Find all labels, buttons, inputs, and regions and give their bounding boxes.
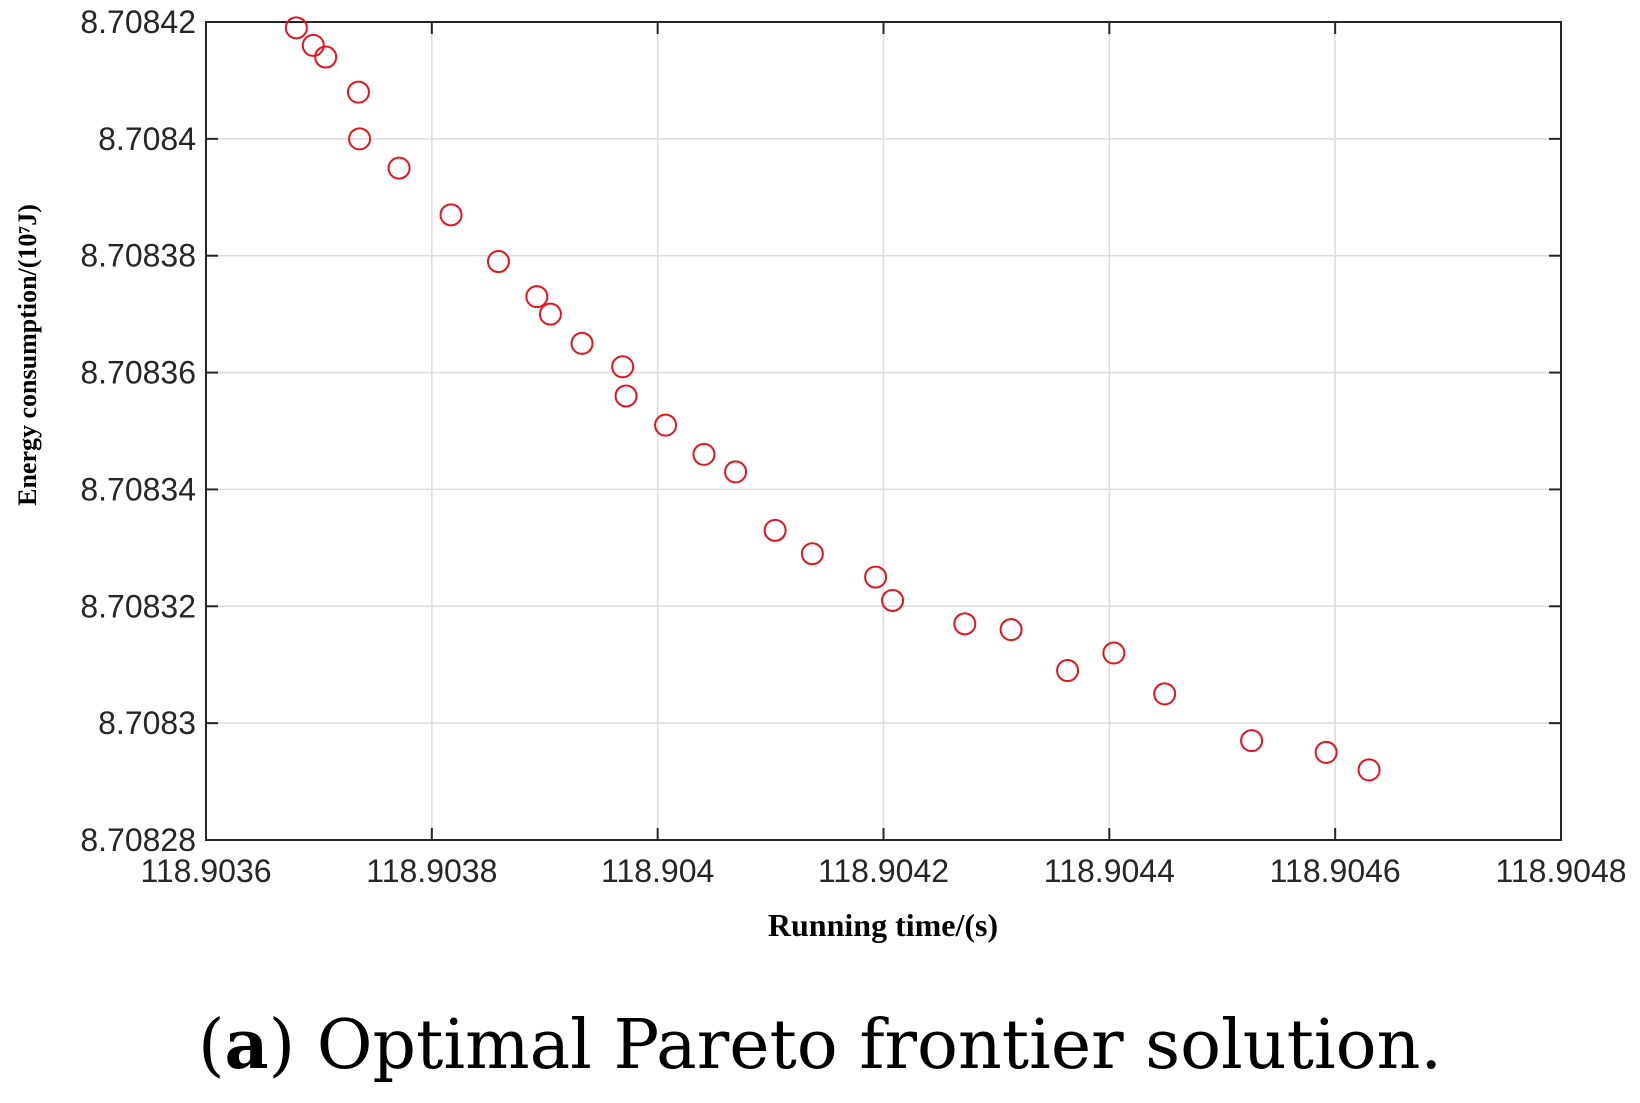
x-tick-label: 118.9038 (366, 853, 497, 889)
data-point (570, 331, 594, 355)
data-point (525, 285, 549, 309)
data-point (314, 45, 338, 69)
data-point (1240, 729, 1264, 753)
data-point (1056, 659, 1080, 683)
y-tick-label: 8.70838 (80, 238, 196, 274)
y-tick-label: 8.70828 (80, 822, 196, 858)
x-tick-label: 118.9046 (1270, 853, 1401, 889)
x-tick-label: 118.904 (601, 853, 714, 889)
y-tick-labels: 8.70828 8.7083 8.70832 8.70834 8.70836 8.7083… (80, 4, 196, 858)
x-tick-label: 118.9036 (140, 853, 271, 889)
tick-marks (205, 21, 1562, 841)
data-point (881, 588, 905, 612)
y-tick-label: 8.7083 (98, 705, 196, 741)
scatter-chart: 118.9036 118.9038 118.904 118.9042 118.9044 1… (13, 4, 1627, 943)
x-tick-labels: 118.9036 118.9038 118.904 118.9042 118.9044 1… (140, 853, 1626, 889)
data-point (348, 127, 372, 151)
data-point (611, 355, 635, 379)
x-tick-label: 118.9048 (1495, 853, 1626, 889)
y-tick-label: 8.70842 (80, 4, 196, 40)
y-tick-label: 8.70836 (80, 355, 196, 391)
data-point (692, 442, 716, 466)
data-point (301, 33, 325, 57)
y-tick-label: 8.70832 (80, 588, 196, 624)
data-point (1153, 682, 1177, 706)
data-point (346, 80, 370, 104)
y-tick-label: 8.7084 (98, 121, 196, 157)
data-point (387, 156, 411, 180)
data-point (953, 612, 977, 636)
caption-letter: a (224, 1005, 269, 1085)
y-tick-label: 8.70834 (80, 471, 196, 507)
data-point (486, 250, 510, 274)
data-point (284, 16, 308, 40)
x-tick-label: 118.9044 (1044, 853, 1175, 889)
data-point (724, 460, 748, 484)
data-point (800, 542, 824, 566)
data-point (538, 302, 562, 326)
grid-lines (206, 22, 1561, 840)
data-points (284, 16, 1381, 782)
caption-open: ( (198, 1006, 225, 1085)
data-point (1102, 641, 1126, 665)
y-axis-title: Energy consumption/(10⁷J) (13, 204, 42, 506)
x-axis-title: Running time/(s) (768, 907, 998, 943)
data-point (439, 203, 463, 227)
data-point (614, 384, 638, 408)
data-point (999, 618, 1023, 642)
data-point (864, 565, 888, 589)
caption-text: ) Optimal Pareto frontier solution. (268, 1006, 1442, 1085)
data-point (1314, 740, 1338, 764)
data-point (763, 518, 787, 542)
figure-caption: (a) Optimal Pareto frontier solution. (0, 1005, 1640, 1085)
data-point (1357, 758, 1381, 782)
x-tick-label: 118.9042 (818, 853, 949, 889)
data-point (654, 413, 678, 437)
